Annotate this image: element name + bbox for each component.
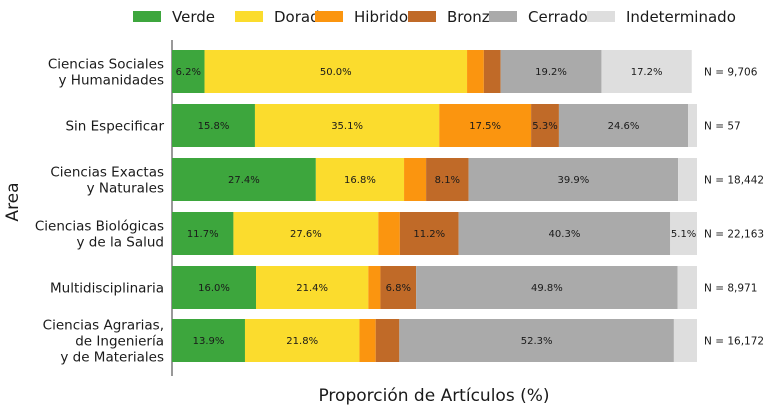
category-label-ciencias-exactas-y-naturales-line-1: Ciencias Exactas <box>50 165 164 181</box>
legend-label-hibrido: Hibrido <box>354 8 408 26</box>
n-label-sin-especificar: N = 57 <box>704 121 741 133</box>
category-label-sin-especificar-line-1: Sin Especificar <box>65 119 164 135</box>
category-label-ciencias-sociales-y-humanidades-line-2: y Humanidades <box>59 73 164 89</box>
legend-swatch-verde <box>133 11 161 22</box>
bar-ciencias-biologicas-y-de-la-salud-dorado <box>233 212 379 255</box>
bar-ciencias-agrarias-de-ingenieria-y-de-materiales-indeterminado <box>673 319 697 362</box>
n-label-multidisciplinaria: N = 8,971 <box>704 283 757 295</box>
data-label-sin-especificar-verde: 15.8% <box>198 121 230 132</box>
y-axis-title: Area <box>3 182 23 221</box>
legend-swatch-hibrido <box>315 11 343 22</box>
bar-ciencias-sociales-y-humanidades-bronze <box>483 50 501 93</box>
bar-multidisciplinaria-hibrido <box>368 266 381 309</box>
bar-sin-especificar-hibrido <box>439 104 532 147</box>
data-label-ciencias-exactas-y-naturales-cerrado: 39.9% <box>557 175 589 186</box>
bar-ciencias-agrarias-de-ingenieria-y-de-materiales-bronze <box>375 319 400 362</box>
bar-ciencias-exactas-y-naturales-verde <box>172 158 316 201</box>
category-label-ciencias-biologicas-y-de-la-salud-line-2: y de la Salud <box>77 235 164 251</box>
data-label-ciencias-biologicas-y-de-la-salud-dorado: 27.6% <box>290 229 322 240</box>
data-label-ciencias-sociales-y-humanidades-dorado: 50.0% <box>320 67 352 78</box>
bar-sin-especificar-bronze <box>531 104 559 147</box>
data-label-ciencias-agrarias-de-ingenieria-y-de-materiales-cerrado: 52.3% <box>521 336 553 347</box>
bar-multidisciplinaria-indeterminado <box>677 266 697 309</box>
bar-ciencias-agrarias-de-ingenieria-y-de-materiales-cerrado <box>399 319 674 362</box>
bar-ciencias-sociales-y-humanidades-indeterminado <box>601 50 692 93</box>
data-label-ciencias-exactas-y-naturales-bronze: 8.1% <box>435 175 460 186</box>
data-label-ciencias-biologicas-y-de-la-salud-verde: 11.7% <box>187 229 219 240</box>
bar-ciencias-sociales-y-humanidades-cerrado <box>500 50 602 93</box>
legend-label-indeterminado: Indeterminado <box>626 8 736 26</box>
legend-swatch-bronze <box>408 11 436 22</box>
bar-ciencias-biologicas-y-de-la-salud-bronze <box>399 212 459 255</box>
bar-multidisciplinaria-verde <box>172 266 256 309</box>
data-label-ciencias-agrarias-de-ingenieria-y-de-materiales-dorado: 21.8% <box>286 336 318 347</box>
bar-ciencias-biologicas-y-de-la-salud-cerrado <box>458 212 671 255</box>
bar-ciencias-agrarias-de-ingenieria-y-de-materiales-hibrido <box>359 319 376 362</box>
bar-ciencias-agrarias-de-ingenieria-y-de-materiales-dorado <box>244 319 360 362</box>
legend-swatch-dorado <box>235 11 263 22</box>
bar-sin-especificar-dorado <box>254 104 440 147</box>
data-label-ciencias-exactas-y-naturales-verde: 27.4% <box>228 175 260 186</box>
data-label-sin-especificar-cerrado: 24.6% <box>608 121 640 132</box>
n-labels: N = 9,706 N = 57 N = 18,442 N = 22,163 N = 8… <box>704 67 764 348</box>
n-label-ciencias-biologicas-y-de-la-salud: N = 22,163 <box>704 229 764 241</box>
data-label-sin-especificar-dorado: 35.1% <box>331 121 363 132</box>
category-label-ciencias-sociales-y-humanidades-line-1: Ciencias Sociales <box>48 57 164 73</box>
data-label-sin-especificar-hibrido: 17.5% <box>469 121 501 132</box>
bar-multidisciplinaria-dorado <box>256 266 369 309</box>
legend-swatch-cerrado <box>489 11 517 22</box>
bar-ciencias-agrarias-de-ingenieria-y-de-materiales-verde <box>172 319 245 362</box>
bar-ciencias-biologicas-y-de-la-salud-verde <box>172 212 234 255</box>
bar-ciencias-sociales-y-humanidades-verde <box>172 50 205 93</box>
data-label-ciencias-sociales-y-humanidades-indeterminado: 17.2% <box>631 67 663 78</box>
legend: Verde Dorado Hibrido Bronze Cerrado Indetermi… <box>133 8 736 26</box>
data-label-multidisciplinaria-verde: 16.0% <box>198 283 230 294</box>
data-label-ciencias-exactas-y-naturales-dorado: 16.8% <box>344 175 376 186</box>
n-label-ciencias-exactas-y-naturales: N = 18,442 <box>704 175 764 187</box>
data-label-multidisciplinaria-cerrado: 49.8% <box>531 283 563 294</box>
bar-ciencias-exactas-y-naturales-indeterminado <box>678 158 697 201</box>
bar-ciencias-sociales-y-humanidades-hibrido <box>467 50 484 93</box>
bar-sin-especificar-indeterminado <box>688 104 697 147</box>
bar-multidisciplinaria-cerrado <box>416 266 678 309</box>
bar-ciencias-exactas-y-naturales-cerrado <box>468 158 679 201</box>
legend-label-bronze: Bronze <box>447 8 499 26</box>
bar-ciencias-sociales-y-humanidades-dorado <box>204 50 468 93</box>
category-label-ciencias-agrarias-de-ingenieria-y-de-materiales-line-3: y de Materiales <box>60 350 164 366</box>
data-label-ciencias-biologicas-y-de-la-salud-cerrado: 40.3% <box>549 229 581 240</box>
category-label-ciencias-agrarias-de-ingenieria-y-de-materiales-line-1: Ciencias Agrarias, <box>43 318 164 334</box>
category-label-ciencias-exactas-y-naturales-line-2: y Naturales <box>87 181 164 197</box>
bars-group: 6.2% 50.0% 19.2% 17.2% 15.8% 35.1% 17.5% 5.3% 24… <box>172 50 697 362</box>
category-label-ciencias-biologicas-y-de-la-salud-line-1: Ciencias Biológicas <box>35 219 164 235</box>
data-label-multidisciplinaria-bronze: 6.8% <box>386 283 411 294</box>
bar-ciencias-biologicas-y-de-la-salud-indeterminado <box>670 212 697 255</box>
category-label-ciencias-agrarias-de-ingenieria-y-de-materiales-line-2: de Ingeniería <box>75 334 164 350</box>
n-label-ciencias-sociales-y-humanidades: N = 9,706 <box>704 67 758 79</box>
n-label-ciencias-agrarias-de-ingenieria-y-de-materiales: N = 16,172 <box>704 336 764 348</box>
category-label-multidisciplinaria-line-1: Multidisciplinaria <box>50 281 164 297</box>
data-label-ciencias-biologicas-y-de-la-salud-indeterminado: 5.1% <box>671 229 696 240</box>
data-label-multidisciplinaria-dorado: 21.4% <box>296 283 328 294</box>
bar-multidisciplinaria-bronze <box>380 266 417 309</box>
data-label-ciencias-sociales-y-humanidades-verde: 6.2% <box>176 67 201 78</box>
legend-label-cerrado: Cerrado <box>528 8 588 26</box>
bar-ciencias-exactas-y-naturales-hibrido <box>404 158 427 201</box>
bar-sin-especificar-cerrado <box>558 104 689 147</box>
bar-ciencias-exactas-y-naturales-dorado <box>315 158 405 201</box>
data-label-ciencias-agrarias-de-ingenieria-y-de-materiales-verde: 13.9% <box>193 336 225 347</box>
bar-ciencias-biologicas-y-de-la-salud-hibrido <box>378 212 400 255</box>
bar-sin-especificar-verde <box>172 104 255 147</box>
data-label-sin-especificar-bronze: 5.3% <box>532 121 557 132</box>
x-axis-title: Proporción de Artículos (%) <box>318 386 549 406</box>
data-label-ciencias-sociales-y-humanidades-cerrado: 19.2% <box>535 67 567 78</box>
data-label-ciencias-biologicas-y-de-la-salud-bronze: 11.2% <box>413 229 445 240</box>
legend-swatch-indeterminado <box>587 11 615 22</box>
legend-label-verde: Verde <box>172 8 215 26</box>
bar-ciencias-exactas-y-naturales-bronze <box>426 158 469 201</box>
